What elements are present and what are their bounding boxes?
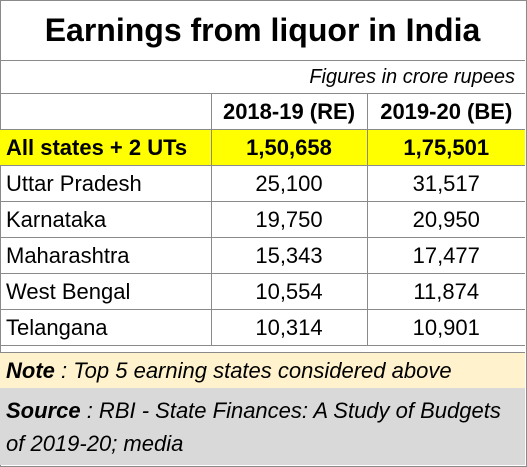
state-name: Telangana [0, 309, 212, 346]
value-2019: 31,517 [366, 165, 525, 202]
note-label: Note [6, 358, 55, 383]
total-2019: 1,75,501 [366, 129, 525, 166]
source-label: Source [6, 398, 81, 423]
value-2019: 11,874 [366, 273, 525, 310]
total-label: All states + 2 UTs [0, 129, 212, 166]
header-cell-2018: 2018-19 (RE) [210, 94, 368, 130]
earnings-table: 2018-19 (RE) 2019-20 (BE) All states + 2… [0, 94, 525, 346]
total-row: All states + 2 UTs 1,50,658 1,75,501 [0, 129, 525, 166]
value-2018: 19,750 [210, 201, 368, 238]
source-text: : RBI - State Finances: A Study of Budge… [6, 398, 501, 456]
value-2018: 10,554 [210, 273, 368, 310]
table-row: Karnataka 19,750 20,950 [0, 201, 525, 238]
value-2018: 15,343 [210, 237, 368, 274]
table-row: Uttar Pradesh 25,100 31,517 [0, 165, 525, 202]
header-cell-2019: 2019-20 (BE) [366, 94, 525, 130]
note-bar: Note : Top 5 earning states considered a… [0, 352, 525, 389]
value-2019: 17,477 [366, 237, 525, 274]
table-row: Telangana 10,314 10,901 [0, 309, 525, 346]
header-cell-state [0, 94, 212, 130]
value-2018: 10,314 [210, 309, 368, 346]
value-2019: 20,950 [366, 201, 525, 238]
chart-title: Earnings from liquor in India [0, 0, 525, 61]
source-bar: Source : RBI - State Finances: A Study o… [0, 388, 525, 465]
state-name: Uttar Pradesh [0, 165, 212, 202]
value-2018: 25,100 [210, 165, 368, 202]
total-2018: 1,50,658 [210, 129, 368, 166]
table-row: Maharashtra 15,343 17,477 [0, 237, 525, 274]
value-2019: 10,901 [366, 309, 525, 346]
state-name: West Bengal [0, 273, 212, 310]
units-subtitle: Figures in crore rupees [0, 61, 525, 94]
table-row: West Bengal 10,554 11,874 [0, 273, 525, 310]
state-name: Maharashtra [0, 237, 212, 274]
header-row: 2018-19 (RE) 2019-20 (BE) [0, 94, 525, 130]
units-text: Figures in crore rupees [309, 66, 515, 88]
state-name: Karnataka [0, 201, 212, 238]
note-text: : Top 5 earning states considered above [54, 358, 452, 383]
